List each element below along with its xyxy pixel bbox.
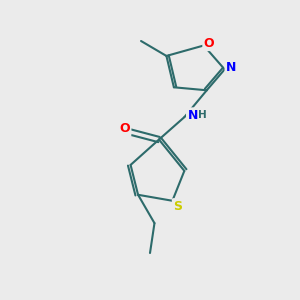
- Text: O: O: [119, 122, 130, 135]
- Text: O: O: [204, 37, 214, 50]
- Text: H: H: [198, 110, 207, 120]
- Text: N: N: [188, 109, 198, 122]
- Text: S: S: [173, 200, 182, 213]
- Text: N: N: [226, 61, 236, 74]
